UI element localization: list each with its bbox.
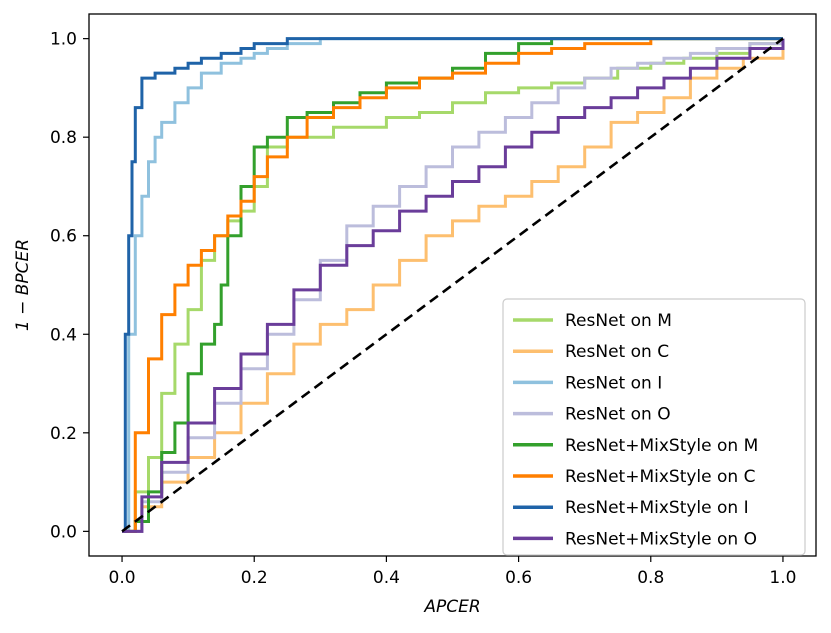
axes: 0.0 0.2 0.4 0.6 0.8 1.0 0.0 0.2 0.4 0.6 0.8 1.0 bbox=[50, 13, 817, 588]
series-line-6 bbox=[122, 37, 783, 533]
y-tick-label: 1.0 bbox=[50, 30, 77, 50]
legend-box bbox=[502, 298, 806, 556]
legend-label: ResNet+MixStyle on M bbox=[565, 436, 758, 456]
x-axis-label: APCER bbox=[423, 597, 480, 617]
legend-label: ResNet+MixStyle on O bbox=[565, 529, 757, 549]
x-tick-label: 0.4 bbox=[373, 568, 400, 588]
legend-label: ResNet+MixStyle on I bbox=[565, 498, 749, 518]
series-line-4 bbox=[122, 37, 783, 533]
legend-label: ResNet on O bbox=[565, 405, 671, 425]
series-line-2 bbox=[122, 37, 783, 533]
legend-label: ResNet on C bbox=[565, 342, 669, 362]
legend-label: ResNet+MixStyle on C bbox=[565, 467, 755, 487]
y-tick-label: 0.0 bbox=[50, 522, 77, 542]
x-tick-label: 0.8 bbox=[637, 568, 664, 588]
x-tick-label: 0.2 bbox=[241, 568, 268, 588]
plot-frame bbox=[88, 13, 817, 557]
x-tick-label: 0.0 bbox=[109, 568, 136, 588]
series-line-1 bbox=[122, 38, 785, 533]
legend-label: ResNet on M bbox=[565, 311, 672, 331]
x-tick-label: 0.6 bbox=[505, 568, 532, 588]
series-line-7 bbox=[122, 38, 785, 533]
y-tick-label: 0.4 bbox=[50, 325, 77, 345]
legend: ResNet on M ResNet on C ResNet on I ResNet … bbox=[502, 298, 806, 556]
plot-area bbox=[121, 37, 785, 533]
series-line-0 bbox=[122, 38, 785, 533]
series-line-5 bbox=[122, 37, 783, 533]
series-line-3 bbox=[122, 38, 785, 533]
chance-line bbox=[121, 37, 784, 533]
y-axis-label: 1 − BPCER bbox=[13, 239, 33, 331]
x-tick-label: 1.0 bbox=[769, 568, 796, 588]
legend-label: ResNet on I bbox=[565, 373, 662, 393]
y-tick-label: 0.6 bbox=[50, 227, 77, 247]
y-tick-label: 0.8 bbox=[50, 128, 77, 148]
y-tick-label: 0.2 bbox=[50, 424, 77, 444]
